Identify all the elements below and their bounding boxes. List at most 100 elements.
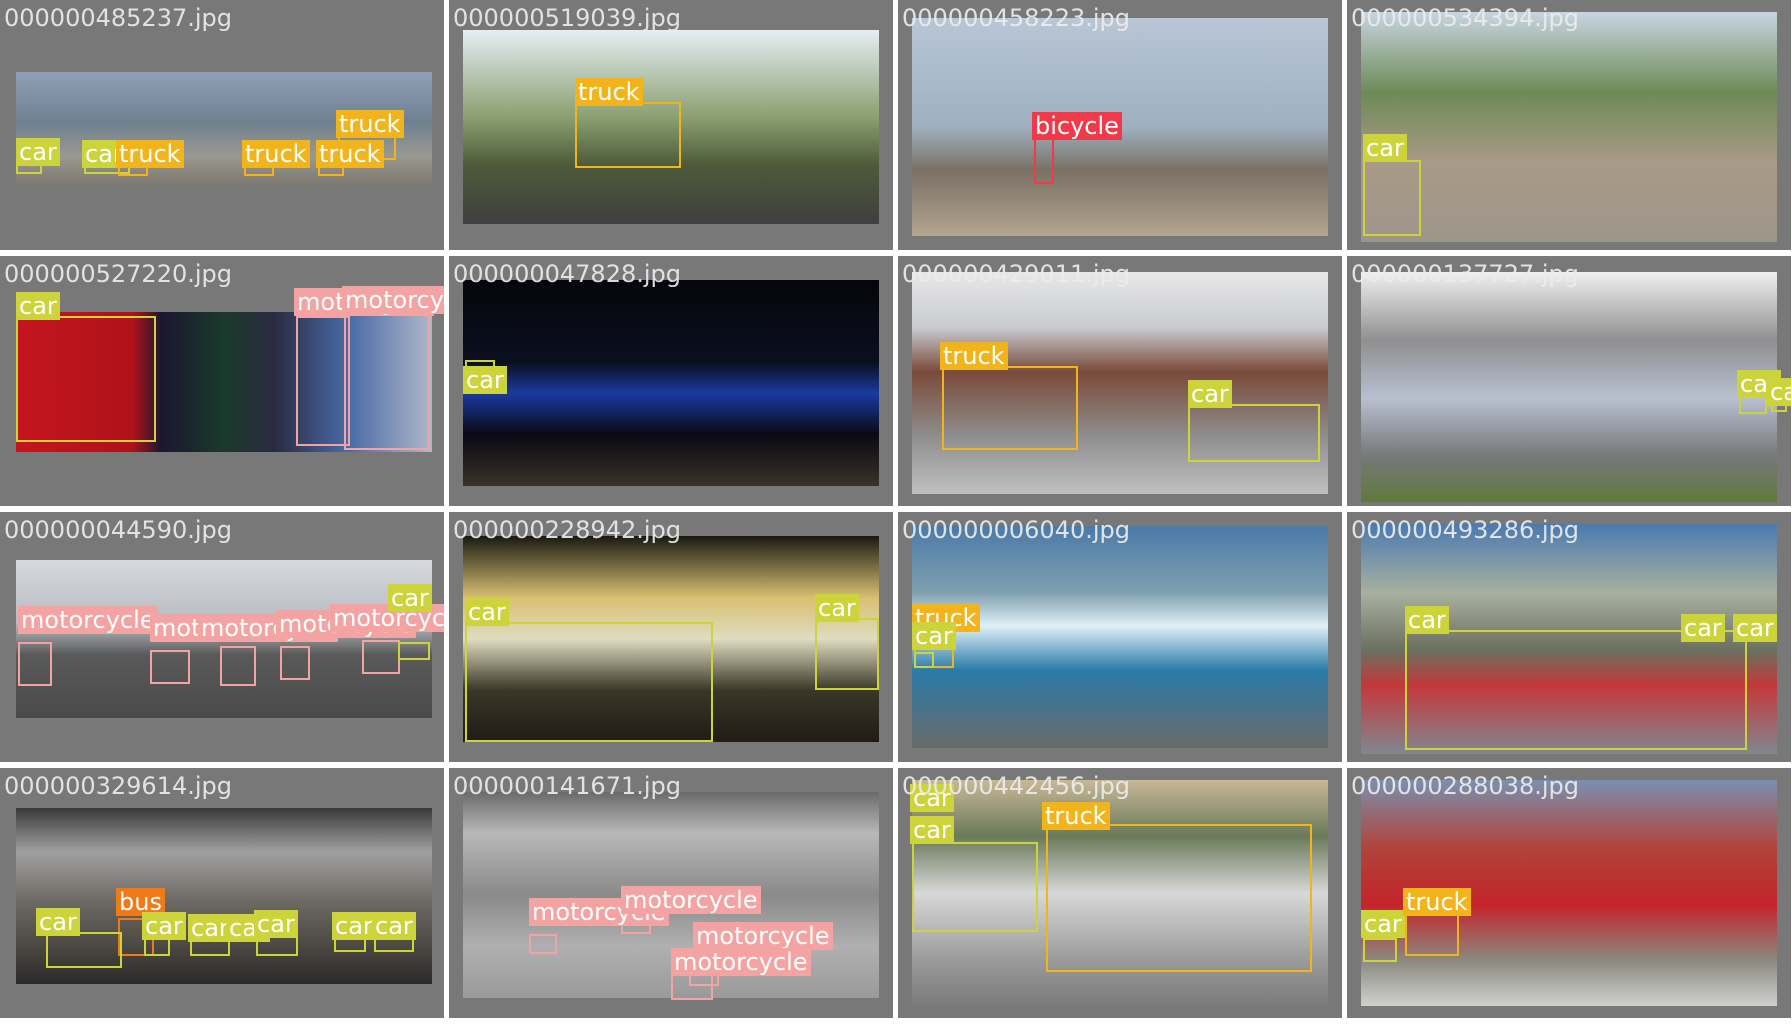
tile-3: 000000534394.jpg car [1347,0,1791,250]
label-motorcycle: motorcycle [18,606,158,634]
photo [1361,272,1777,502]
label-car: car [1363,134,1407,162]
box-motorcycle [362,640,400,674]
label-car: car [332,912,376,940]
label-car: car [1767,378,1791,406]
box-motorcycle [529,934,557,954]
label-motorcycle: motorcycle [621,886,761,914]
filename: 000000137727.jpg [1351,260,1579,288]
label-motorcycle: motorcycle [671,948,811,976]
box-car [1405,630,1747,750]
label-car: car [463,366,507,394]
label-bus: bus [116,888,165,916]
box-car [1188,404,1320,462]
filename: 000000493286.jpg [1351,516,1579,544]
label-car: car [465,598,509,626]
label-car: car [36,908,80,936]
box-car [912,842,1038,932]
box-truck [1046,824,1312,972]
filename: 000000527220.jpg [4,260,232,288]
label-truck: truck [1403,888,1471,916]
label-car: car [912,622,956,650]
tile-10: 000000006040.jpg truck car [898,512,1342,762]
tile-8: 000000044590.jpg motorcycle motorcycle m… [0,512,444,762]
photo [463,536,879,742]
box-car [16,316,156,442]
box-car [1363,938,1397,962]
label-car: car [1733,614,1777,642]
filename: 000000044590.jpg [4,516,232,544]
label-truck: truck [575,78,643,106]
filename: 000000458223.jpg [902,4,1130,32]
filename: 000000429011.jpg [902,260,1130,288]
box-car [465,622,713,742]
tile-9: 000000228942.jpg car car [449,512,893,762]
label-car: car [16,292,60,320]
tile-12: 000000329614.jpg bus car car car car car… [0,768,444,1018]
box-motorcycle [150,650,190,684]
filename: 000000006040.jpg [902,516,1130,544]
box-motorcycle [296,316,350,446]
label-car: car [1405,606,1449,634]
photo [16,312,432,452]
photo [912,526,1328,748]
box-motorcycle [220,646,256,686]
box-car [46,932,122,968]
label-truck: truck [1042,802,1110,830]
box-truck [1405,914,1459,956]
label-car: car [815,594,859,622]
box-motorcycle [344,312,430,450]
tile-0: 000000485237.jpg car car truck truck tru… [0,0,444,250]
box-car [398,642,430,660]
label-car: car [372,912,416,940]
photo [463,30,879,224]
filename: 000000329614.jpg [4,772,232,800]
label-car: car [1681,614,1725,642]
photo [463,280,879,486]
box-car [914,652,934,668]
box-motorcycle [280,646,310,680]
label-truck: truck [116,140,184,168]
tile-15: 000000288038.jpg car truck [1347,768,1791,1018]
box-car [815,618,879,690]
tile-2: 000000458223.jpg bicycle [898,0,1342,250]
filename: 000000534394.jpg [1351,4,1579,32]
label-bicycle: bicycle [1032,112,1122,140]
box-car [1363,160,1421,236]
label-car: car [1361,910,1405,938]
label-car: car [16,138,60,166]
tile-7: 000000137727.jpg car car [1347,256,1791,506]
label-motorcycle: motorcycle [693,922,833,950]
filename: 000000228942.jpg [453,516,681,544]
photo [1361,12,1777,242]
tile-14: 000000442456.jpg car car truck [898,768,1342,1018]
box-truck [942,366,1078,450]
tile-1: 000000519039.jpg truck [449,0,893,250]
label-truck: truck [336,110,404,138]
filename: 000000288038.jpg [1351,772,1579,800]
label-car: car [388,584,432,612]
tile-5: 000000047828.jpg car [449,256,893,506]
photo [912,780,1328,1006]
box-motorcycle [671,974,713,1000]
tile-13: 000000141671.jpg motorcycle motorcycle m… [449,768,893,1018]
tile-11: 000000493286.jpg car car car [1347,512,1791,762]
label-car: car [254,910,298,938]
filename: 000000047828.jpg [453,260,681,288]
tile-4: 000000527220.jpg car motorcycle motorcyc… [0,256,444,506]
label-truck: truck [940,342,1008,370]
tile-6: 000000429011.jpg truck car [898,256,1342,506]
box-truck [575,102,681,168]
filename: 000000141671.jpg [453,772,681,800]
photo [912,272,1328,494]
box-motorcycle [18,642,52,686]
filename: 000000485237.jpg [4,4,232,32]
label-car: car [910,784,954,812]
label-motorcycle: motorcycle [342,286,444,314]
label-car: car [142,912,186,940]
box-car [1739,396,1767,414]
label-truck: truck [316,140,384,168]
label-car: car [1188,380,1232,408]
filename: 000000519039.jpg [453,4,681,32]
